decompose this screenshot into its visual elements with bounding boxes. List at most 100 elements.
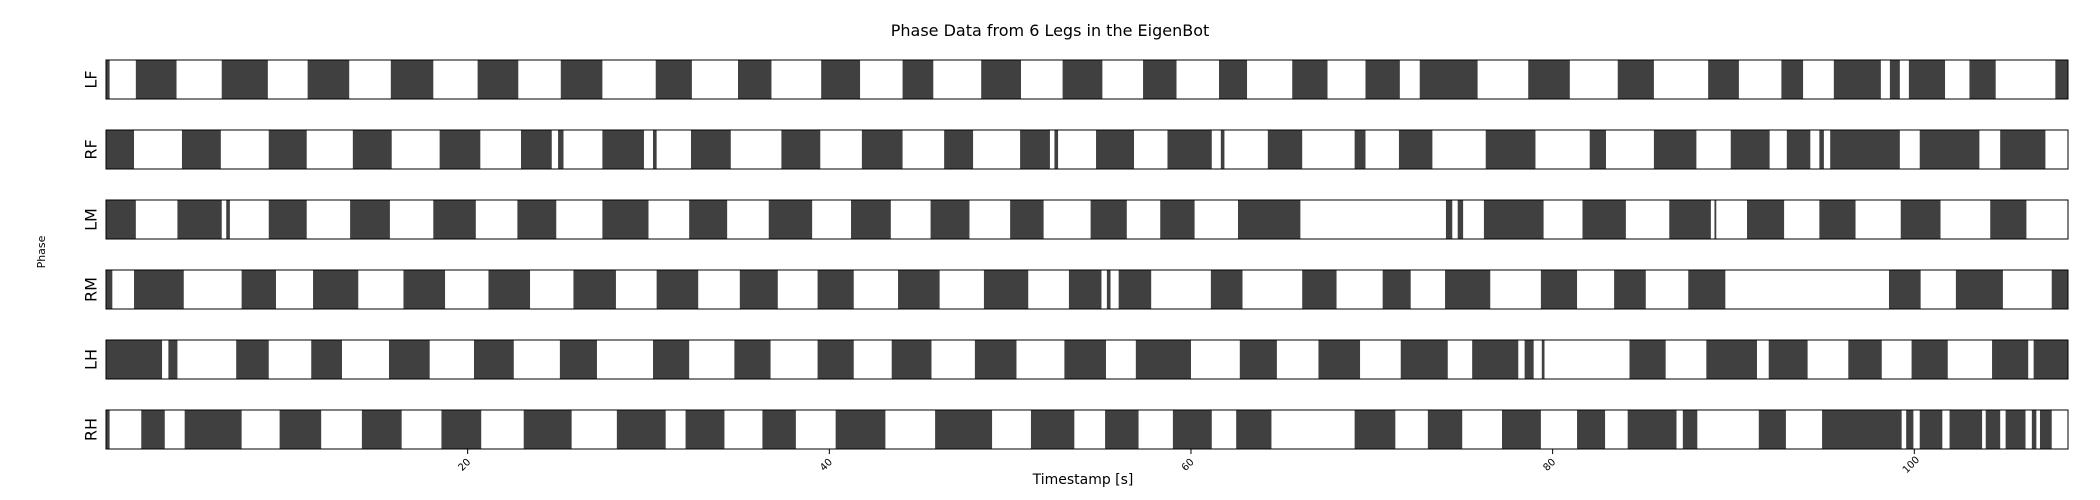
stance-segment — [134, 270, 184, 309]
stance-segment — [1985, 410, 2001, 449]
stance-segment — [477, 60, 519, 99]
stance-segment — [1900, 200, 1941, 239]
stance-segment — [2039, 410, 2052, 449]
stance-segment — [1919, 130, 1980, 169]
stance-segment — [441, 410, 482, 449]
stance-segment — [1889, 60, 1900, 99]
stance-segment — [181, 130, 221, 169]
stance-segment — [2051, 270, 2068, 309]
leg-row-frame — [105, 199, 2069, 240]
stance-segment — [1524, 340, 1534, 379]
stance-segment — [1172, 410, 1212, 449]
stance-segment — [2033, 340, 2068, 379]
leg-label: LF — [82, 70, 101, 88]
leg-row-frame — [105, 409, 2069, 450]
stance-segment — [1135, 340, 1191, 379]
stance-segment — [1062, 60, 1103, 99]
stance-segment — [1617, 60, 1654, 99]
stance-segment — [1833, 60, 1881, 99]
leg-label: RM — [82, 277, 101, 302]
stance-segment — [1949, 410, 1983, 449]
stance-segment — [241, 270, 276, 309]
stance-segment — [521, 130, 552, 169]
stance-segment — [851, 200, 891, 239]
stance-segment — [1908, 60, 1946, 99]
stance-segment — [1030, 410, 1075, 449]
x-tick-label: 100 — [1901, 455, 1922, 476]
stance-segment — [891, 340, 932, 379]
stance-segment — [388, 340, 430, 379]
stance-segment — [935, 410, 993, 449]
stance-segment — [861, 130, 903, 169]
stance-segment — [106, 340, 163, 379]
stance-segment — [734, 340, 771, 379]
stance-segment — [1682, 410, 1698, 449]
stance-segment — [1541, 340, 1545, 379]
stance-segment — [653, 130, 657, 169]
stance-segment — [1485, 130, 1536, 169]
chart-title: Phase Data from 6 Legs in the EigenBot — [891, 21, 1210, 40]
stance-segment — [1302, 270, 1337, 309]
leg-label: LH — [82, 349, 101, 370]
stance-segment — [517, 200, 557, 239]
stance-segment — [1236, 410, 1272, 449]
stance-segment — [1118, 270, 1152, 309]
stance-segment — [762, 410, 796, 449]
stance-segment — [616, 410, 666, 449]
stance-segment — [352, 130, 392, 169]
legs-layer: LF RF LM RM LH RH — [82, 59, 2069, 450]
stance-segment — [1768, 340, 1808, 379]
stance-segment — [1706, 340, 1757, 379]
stance-segment — [2005, 410, 2026, 449]
stance-segment — [558, 130, 564, 169]
stance-segment — [106, 270, 113, 309]
stance-segment — [1054, 130, 1059, 169]
stance-segment — [1906, 410, 1914, 449]
stance-segment — [1688, 270, 1726, 309]
stance-segment — [1167, 130, 1212, 169]
stance-segment — [1969, 60, 1996, 99]
stance-segment — [1629, 340, 1666, 379]
stance-segment — [350, 200, 390, 239]
leg-row-lf: LF — [82, 59, 2069, 100]
stance-segment — [983, 270, 1029, 309]
stance-segment — [1210, 270, 1243, 309]
stance-segment — [1888, 270, 1921, 309]
stance-segment — [106, 410, 110, 449]
leg-label: LM — [82, 208, 101, 231]
stance-segment — [1990, 200, 2027, 239]
leg-row-lh: LH — [82, 339, 2069, 380]
stance-segment — [361, 410, 402, 449]
stance-segment — [1992, 340, 2029, 379]
stance-segment — [1419, 60, 1478, 99]
stance-segment — [689, 200, 728, 239]
stance-segment — [1819, 130, 1824, 169]
stance-segment — [279, 410, 322, 449]
stance-segment — [1589, 130, 1606, 169]
stance-segment — [1105, 410, 1139, 449]
stance-segment — [1220, 130, 1225, 169]
stance-segment — [817, 340, 854, 379]
stance-segment — [653, 340, 690, 379]
stance-segment — [1483, 200, 1544, 239]
stance-segment — [930, 200, 970, 239]
stance-segment — [944, 130, 974, 169]
x-tick-label: 40 — [818, 457, 835, 474]
stance-segment — [1427, 410, 1463, 449]
stance-segment — [1106, 270, 1111, 309]
stance-segment — [559, 340, 597, 379]
stance-segment — [1445, 270, 1491, 309]
stance-segment — [523, 410, 572, 449]
stance-segment — [1758, 410, 1786, 449]
stance-segment — [1714, 200, 1717, 239]
stance-segment — [473, 340, 514, 379]
stance-segment — [1020, 130, 1050, 169]
stance-segment — [1010, 200, 1044, 239]
stance-segment — [141, 410, 165, 449]
stance-segment — [602, 130, 644, 169]
y-axis-label: Phase — [35, 235, 48, 268]
stance-segment — [1582, 200, 1626, 239]
leg-row-rf: RF — [82, 129, 2069, 170]
stance-segment — [573, 270, 616, 309]
stance-segment — [1955, 270, 2003, 309]
